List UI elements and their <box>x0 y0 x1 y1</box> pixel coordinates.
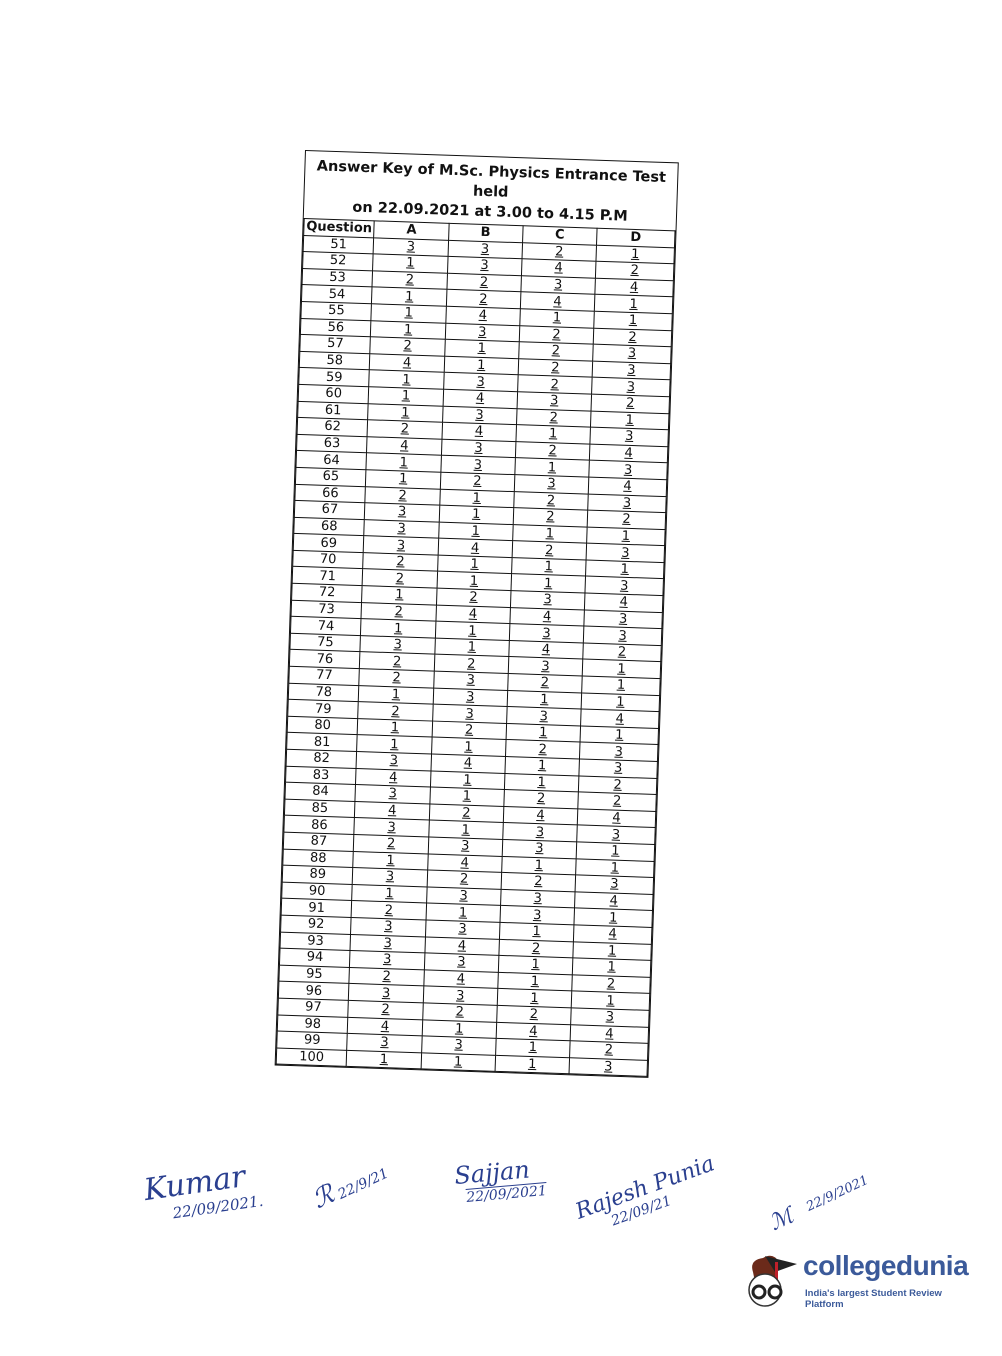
cell-a: 1 <box>346 1050 422 1070</box>
cell-question: 100 <box>276 1047 348 1067</box>
cell-d: 3 <box>569 1057 648 1077</box>
signature-3: Sajjan 22/09/2021 <box>453 1154 548 1207</box>
collegedunia-watermark: collegedunia India's largest Student Rev… <box>745 1250 975 1310</box>
cell-b: 1 <box>420 1052 496 1072</box>
signature-5: ℳ 22/9/2021 <box>766 1168 871 1236</box>
header-question: Question <box>303 218 375 238</box>
brand-tagline: India's largest Student Review Platform <box>805 1288 942 1310</box>
cell-c: 1 <box>494 1054 570 1075</box>
answer-key-sheet: Answer Key of M.Sc. Physics Entrance Tes… <box>274 150 679 1079</box>
mascot-icon <box>748 1255 797 1307</box>
answer-key-table: Question A B C D 51 3 3 2 1 52 1 3 4 2 53 2 2 3 4 54 1 2 4… <box>276 218 676 1077</box>
document-title: Answer Key of M.Sc. Physics Entrance Tes… <box>304 151 678 230</box>
brand-name: collegedunia <box>803 1250 969 1281</box>
signature-1: Kumar 22/09/2021. <box>142 1157 264 1226</box>
signature-2: ℛ 22/9/21 <box>308 1155 391 1215</box>
signature-4: Rajesh Punia 22/09/21 <box>572 1151 723 1239</box>
